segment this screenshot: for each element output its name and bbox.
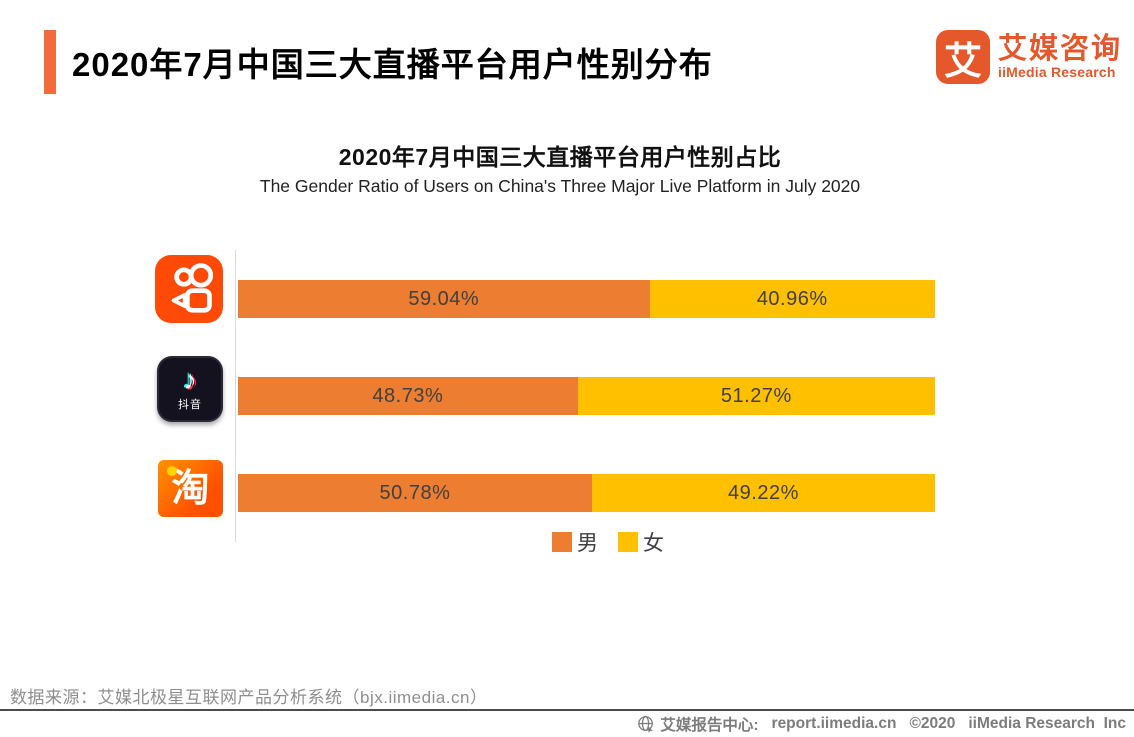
legend-label-female: 女 bbox=[643, 532, 664, 555]
bar-kuaishou-female-segment: 40.96% bbox=[649, 280, 935, 318]
company-name: iiMedia Research Inc bbox=[968, 715, 1126, 732]
value-label: 48.73% bbox=[372, 384, 444, 407]
male-color-swatch bbox=[552, 532, 572, 552]
value-label: 50.78% bbox=[379, 481, 451, 504]
brand-name-cn: 艾媒咨询 bbox=[998, 32, 1123, 65]
taobao-dot bbox=[167, 466, 177, 476]
bar-douyin: 48.73% 51.27% bbox=[238, 377, 935, 415]
chart-legend: 男 女 bbox=[552, 527, 664, 557]
iimedia-logo: 艾 艾媒咨询 iiMedia Research bbox=[936, 30, 1122, 84]
iimedia-logo-text: 艾媒咨询 iiMedia Research bbox=[998, 32, 1123, 81]
report-url: report.iimedia.cn bbox=[771, 715, 897, 732]
douyin-icon: ♪ 抖音 bbox=[157, 356, 223, 422]
bar-douyin-female-segment: 51.27% bbox=[577, 377, 935, 415]
kuaishou-camera-glyph bbox=[171, 263, 214, 313]
legend-item-male: 男 bbox=[552, 527, 598, 557]
bar-taobao-female-segment: 49.22% bbox=[591, 474, 935, 512]
globe-cursor-icon bbox=[637, 715, 655, 733]
legend-label-male: 男 bbox=[577, 532, 598, 555]
copyright: ©2020 bbox=[909, 715, 956, 732]
chart-title: 2020年7月中国三大直播平台用户性别占比 bbox=[338, 144, 782, 170]
taobao-glyph: 淘 bbox=[171, 467, 210, 510]
value-label: 59.04% bbox=[408, 287, 480, 310]
page-title: 2020年7月中国三大直播平台用户性别分布 bbox=[72, 46, 713, 83]
legend-item-female: 女 bbox=[618, 527, 664, 557]
footer-copyright-line: 艾媒报告中心: report.iimedia.cn ©2020 iiMedia … bbox=[637, 713, 1126, 735]
chart-subtitle: The Gender Ratio of Users on China's Thr… bbox=[259, 176, 861, 196]
bar-kuaishou: 59.04% 40.96% bbox=[238, 280, 935, 318]
value-label: 49.22% bbox=[728, 481, 799, 504]
douyin-note-glyph: ♪ bbox=[183, 364, 197, 395]
bar-taobao-male-segment: 50.78% bbox=[238, 474, 592, 512]
female-color-swatch bbox=[618, 532, 638, 552]
report-center-label: 艾媒报告中心: bbox=[660, 717, 759, 734]
taobao-icon: 淘 bbox=[158, 460, 223, 517]
y-axis-line bbox=[235, 250, 236, 542]
value-label: 40.96% bbox=[756, 287, 828, 310]
title-accent-bar bbox=[44, 30, 56, 94]
iimedia-logo-icon: 艾 bbox=[936, 30, 990, 84]
brand-name-en: iiMedia Research bbox=[998, 64, 1116, 81]
bar-kuaishou-male-segment: 59.04% bbox=[238, 280, 650, 318]
value-label: 51.27% bbox=[720, 384, 792, 407]
data-source-note: 数据来源：艾媒北极星互联网产品分析系统（bjx.iimedia.cn） bbox=[10, 688, 488, 707]
kuaishou-icon bbox=[155, 255, 223, 323]
bar-douyin-male-segment: 48.73% bbox=[238, 377, 578, 415]
douyin-caption: 抖音 bbox=[178, 398, 202, 411]
footer-divider bbox=[0, 709, 1134, 711]
bar-taobao: 50.78% 49.22% bbox=[238, 474, 935, 512]
